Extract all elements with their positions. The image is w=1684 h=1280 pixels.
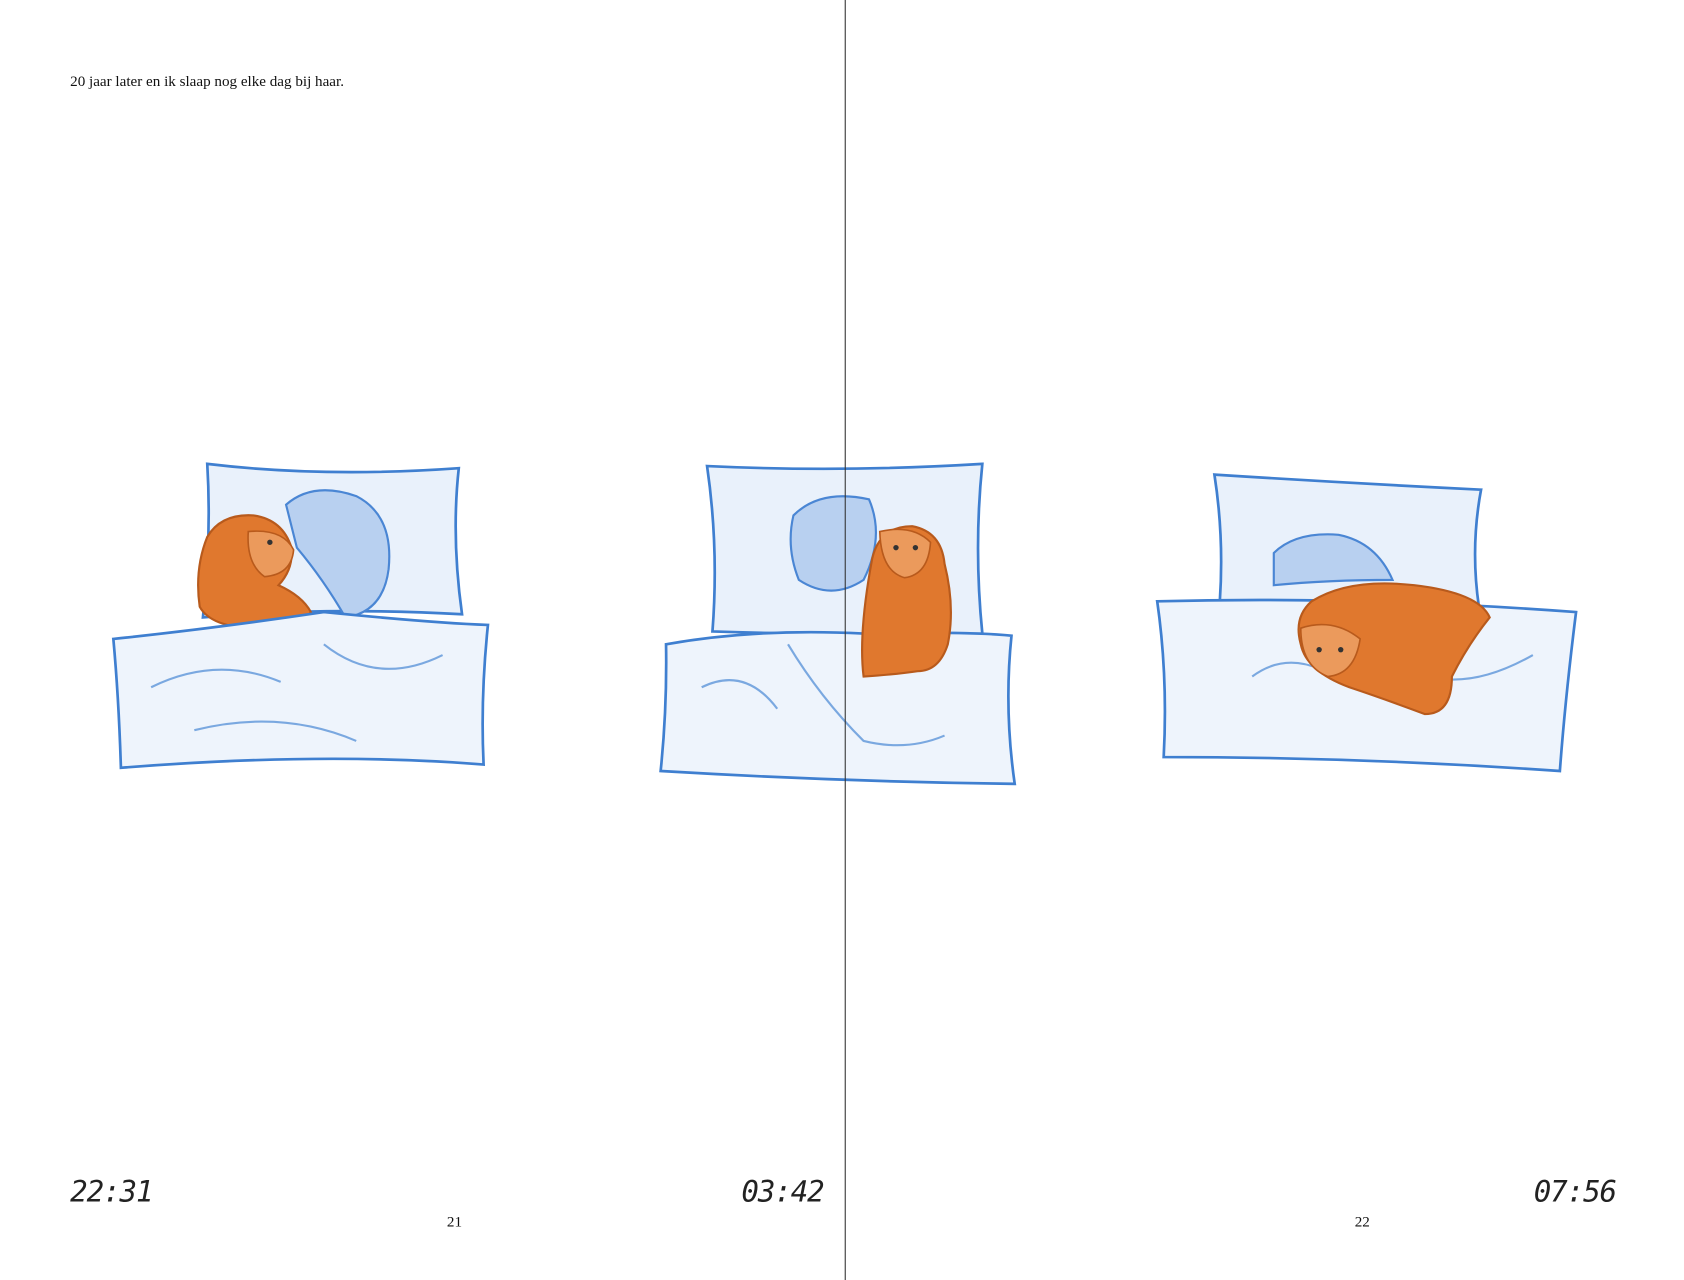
page-number: 22 bbox=[1355, 1214, 1370, 1230]
illustration-bed-3 bbox=[1155, 473, 1578, 773]
illustration-bed-2 bbox=[659, 462, 1017, 786]
clock-time: 03:42 bbox=[741, 1175, 823, 1209]
page-number: 21 bbox=[447, 1214, 462, 1230]
story-text: 20 jaar later en ik slaap nog elke dag b… bbox=[70, 74, 344, 90]
illustration-bed-1 bbox=[111, 462, 490, 770]
clock-time: 07:56 bbox=[1534, 1175, 1616, 1209]
clock-time: 22:31 bbox=[70, 1175, 152, 1209]
